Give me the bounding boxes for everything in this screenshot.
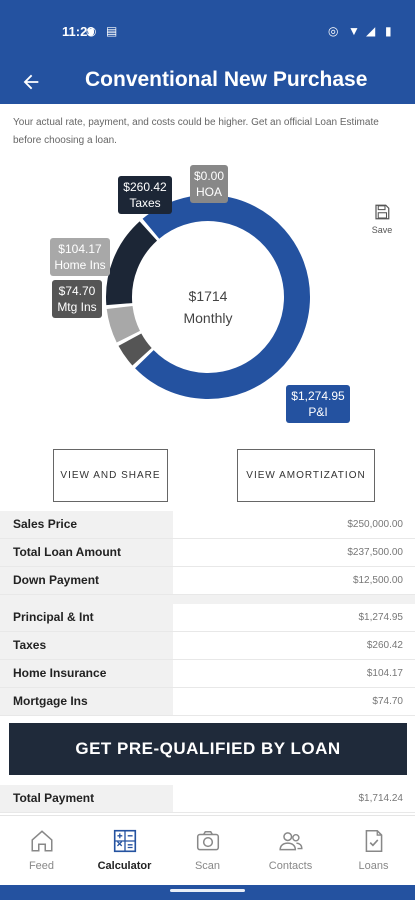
back-button[interactable] <box>14 66 48 98</box>
mortgage-insurance-callout: $74.70 Mtg Ins <box>52 280 102 318</box>
chart-center-label: Monthly <box>183 310 232 326</box>
row-label: Total Payment <box>0 785 173 812</box>
table-row: Down Payment $12,500.00 <box>0 567 415 595</box>
nav-label: Feed <box>28 860 55 872</box>
row-label: Down Payment <box>0 567 173 594</box>
wifi-icon: ▼ <box>348 24 360 38</box>
callout-name: Taxes <box>129 196 160 210</box>
nav-label: Calculator <box>97 860 152 872</box>
nav-item-calculator[interactable]: Calculator <box>83 816 166 886</box>
callout-name: HOA <box>196 185 222 199</box>
calculator-icon <box>113 829 136 853</box>
loan-summary-table: Sales Price $250,000.00 Total Loan Amoun… <box>0 511 415 716</box>
status-bar: 11:29 ◉ ▤ ◎ ▼ ◢ ▮ <box>0 0 415 60</box>
callout-box <box>52 280 102 318</box>
row-label: Sales Price <box>0 511 173 538</box>
bottom-navigation: Feed Calculator Scan Contacts <box>0 815 415 885</box>
sim-notification-icon: ▤ <box>106 24 118 38</box>
vibrate-icon: ◎ <box>328 24 339 38</box>
view-amortization-button[interactable]: VIEW AMORTIZATION <box>237 449 375 502</box>
signal-icon: ◢ <box>366 24 376 38</box>
contacts-icon <box>278 832 303 851</box>
row-label: Taxes <box>0 632 173 659</box>
row-value: $250,000.00 <box>347 519 403 530</box>
table-row: Taxes $260.42 <box>0 632 415 660</box>
view-and-share-button[interactable]: VIEW AND SHARE <box>53 449 168 502</box>
section-divider <box>0 595 415 604</box>
row-label: Principal & Int <box>0 604 173 631</box>
status-time: 11:29 <box>62 24 95 39</box>
hoa-callout: $0.00 HOA <box>190 165 228 203</box>
system-navigation-bar <box>0 885 415 900</box>
total-payment-row: Total Payment $1,714.24 <box>0 785 415 813</box>
home-icon <box>30 830 53 852</box>
callout-box <box>286 385 350 423</box>
camera-icon <box>196 831 219 851</box>
document-check-icon <box>365 829 382 853</box>
chart-center-value: $1714 <box>189 288 228 304</box>
row-value: $104.17 <box>366 668 403 679</box>
table-row: Total Loan Amount $237,500.00 <box>0 539 415 567</box>
save-label: Save <box>371 225 393 235</box>
callout-name: Mtg Ins <box>57 300 96 314</box>
nav-item-loans[interactable]: Loans <box>332 816 415 886</box>
get-pre-qualified-button[interactable]: GET PRE-QUALIFIED BY LOAN <box>9 723 407 775</box>
callout-name: Home Ins <box>54 258 105 272</box>
row-value: $1,274.95 <box>358 612 404 623</box>
row-label: Mortgage Ins <box>0 688 173 715</box>
row-value: $260.42 <box>366 640 403 651</box>
callout-box <box>50 238 110 276</box>
callout-name: P&I <box>308 405 327 419</box>
floppy-disk-icon <box>375 204 390 220</box>
taxes-callout: $260.42 Taxes <box>118 176 172 214</box>
callout-amount: $260.42 <box>123 180 167 194</box>
donut-slice-pi <box>135 195 310 399</box>
table-row: Mortgage Ins $74.70 <box>0 688 415 716</box>
nav-label: Contacts <box>268 860 313 872</box>
total-payment-table: Total Payment $1,714.24 <box>0 785 415 813</box>
nav-item-contacts[interactable]: Contacts <box>249 816 332 886</box>
row-value: $74.70 <box>372 696 403 707</box>
nav-item-feed[interactable]: Feed <box>0 816 83 886</box>
callout-amount: $104.17 <box>58 242 102 256</box>
home-gesture-handle[interactable] <box>170 889 245 892</box>
row-value: $12,500.00 <box>352 575 403 586</box>
nav-label: Loans <box>358 860 389 872</box>
row-value: $1,714.24 <box>358 793 404 804</box>
app-notification-icon: ◉ <box>86 24 97 38</box>
donut-slice-mtg <box>118 333 152 366</box>
arrow-left-icon <box>23 74 39 90</box>
battery-icon: ▮ <box>385 24 392 38</box>
save-button[interactable]: Save <box>364 203 400 243</box>
table-row: Principal & Int $1,274.95 <box>0 604 415 632</box>
callout-amount: $1,274.95 <box>291 389 345 403</box>
callout-box <box>190 165 228 203</box>
nav-label: Scan <box>194 860 221 872</box>
page-title: Conventional New Purchase <box>85 68 368 91</box>
callout-box <box>118 176 172 214</box>
disclaimer-text: Your actual rate, payment, and costs cou… <box>13 117 379 146</box>
row-label: Home Insurance <box>0 660 173 687</box>
table-row: Sales Price $250,000.00 <box>0 511 415 539</box>
principal-interest-callout: $1,274.95 P&I <box>286 385 350 423</box>
home-insurance-callout: $104.17 Home Ins <box>50 238 110 276</box>
app-bar: Conventional New Purchase <box>0 60 415 104</box>
nav-item-scan[interactable]: Scan <box>166 816 249 886</box>
row-label: Total Loan Amount <box>0 539 173 566</box>
donut-slice-home <box>106 305 141 343</box>
row-value: $237,500.00 <box>347 547 403 558</box>
callout-amount: $74.70 <box>59 284 96 298</box>
table-row: Home Insurance $104.17 <box>0 660 415 688</box>
donut-slice-taxes <box>106 221 158 306</box>
callout-amount: $0.00 <box>194 169 224 183</box>
